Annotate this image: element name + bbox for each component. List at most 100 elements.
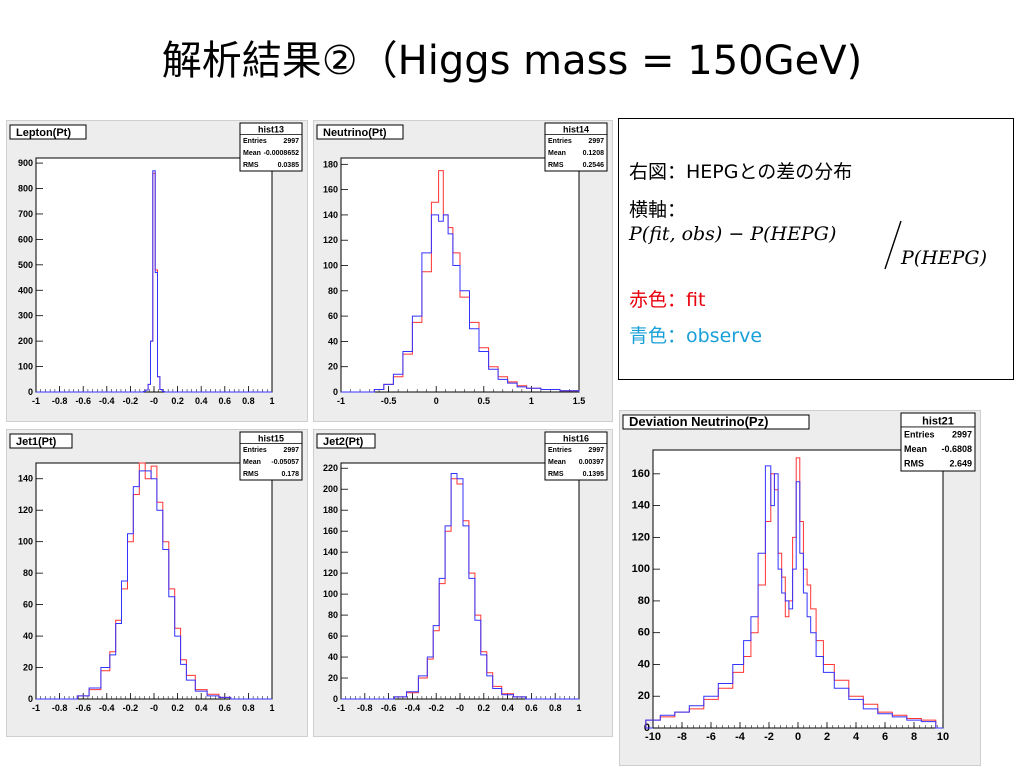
x-tick-label: 0.8 [242, 396, 255, 406]
x-tick-label: -0.4 [99, 396, 115, 406]
y-tick-label: 80 [638, 595, 650, 607]
x-tick-label: 0.8 [242, 703, 255, 713]
y-tick-label: 0 [28, 694, 33, 704]
y-tick-label: 120 [323, 568, 338, 578]
stats-value-rms: 0.178 [281, 471, 299, 478]
y-tick-label: 40 [23, 631, 33, 641]
stats-value-entries: 2997 [952, 429, 972, 439]
x-tick-label: -0 [456, 703, 464, 713]
chart-title: Neutrino(Pt) [323, 127, 387, 139]
x-tick-label: 0.2 [171, 703, 184, 713]
stats-box [544, 431, 608, 481]
chart-title: Deviation Neutrino(Pz) [629, 414, 768, 429]
x-tick-label: -10 [645, 731, 661, 743]
y-tick-label: 20 [328, 673, 338, 683]
stats-label-mean: Mean [243, 459, 261, 466]
series-line-observe [36, 470, 272, 700]
stats-label-entries: Entries [904, 429, 935, 439]
x-tick-label: -1 [32, 703, 40, 713]
chart-jet2-pt: Jet2(Pt) hist16 Entries 2997 Mean 0.00397 RMS 0… [316, 431, 608, 713]
x-tick-label: 4 [853, 731, 860, 743]
y-tick-label: 220 [323, 463, 338, 473]
stats-box [900, 412, 976, 472]
y-tick-label: 100 [632, 563, 650, 575]
y-tick-label: 140 [18, 474, 33, 484]
y-tick-label: 160 [323, 526, 338, 536]
y-tick-label: 0 [333, 387, 338, 397]
x-tick-label: -0.8 [357, 703, 373, 713]
y-tick-label: 60 [638, 627, 650, 639]
stats-label-rms: RMS [243, 471, 259, 478]
stats-value-rms: 2.649 [949, 458, 972, 468]
x-tick-label: -1 [337, 396, 345, 406]
legend-xaxis-label: 横軸： [629, 199, 687, 221]
x-tick-label: 1 [576, 703, 581, 713]
chart-title: Lepton(Pt) [16, 127, 71, 139]
y-tick-label: 400 [18, 285, 33, 295]
y-tick-label: 0 [333, 694, 338, 704]
legend-box: 右図：HEPGとの差の分布 横軸： P(fit, obs) − P(HEPG) … [618, 118, 1014, 380]
chart-lepton-pt: Lepton(Pt) hist13 Entries 2997 Mean -0.000865… [9, 122, 303, 406]
stats-value-rms: 0.1395 [583, 471, 605, 478]
y-tick-label: 20 [23, 663, 33, 673]
stats-value-entries: 2997 [588, 447, 604, 454]
plot-area [35, 462, 273, 700]
x-tick-label: 0.8 [549, 703, 562, 713]
y-tick-label: 20 [328, 362, 338, 372]
legend-description: 右図：HEPGとの差の分布 [629, 161, 853, 183]
chart-title-box [316, 124, 404, 140]
x-tick-label: -1 [32, 396, 40, 406]
y-tick-label: 60 [23, 600, 33, 610]
y-tick-label: 700 [18, 209, 33, 219]
x-tick-label: 6 [882, 731, 888, 743]
x-tick-label: 1 [269, 396, 274, 406]
plot-area [340, 462, 580, 700]
stats-value-entries: 2997 [283, 447, 299, 454]
chart-title-box [316, 433, 376, 449]
y-tick-label: 80 [23, 568, 33, 578]
stats-name: hist14 [563, 125, 589, 135]
stats-name: hist16 [563, 434, 589, 444]
y-tick-label: 120 [632, 531, 650, 543]
x-tick-label: -0.8 [52, 703, 68, 713]
legend-formula-denominator: P(HEPG) [901, 247, 988, 269]
x-tick-label: 0.4 [195, 703, 208, 713]
stats-name: hist13 [258, 125, 284, 135]
x-tick-label: 1 [269, 703, 274, 713]
stats-value-entries: 2997 [588, 138, 604, 145]
y-tick-label: 100 [323, 261, 338, 271]
y-tick-label: 60 [328, 631, 338, 641]
x-tick-label: -0.4 [99, 703, 115, 713]
y-tick-label: 100 [18, 362, 33, 372]
stats-value-mean: -0.0008652 [264, 150, 300, 157]
stats-value-mean: 0.1208 [583, 150, 605, 157]
x-tick-label: -6 [706, 731, 716, 743]
legend-observe-label: 青色：observe [629, 325, 763, 347]
y-tick-label: 80 [328, 610, 338, 620]
y-tick-label: 140 [323, 547, 338, 557]
y-tick-label: 40 [638, 658, 650, 670]
x-tick-label: -1 [337, 703, 345, 713]
chart-title-box [622, 414, 810, 430]
x-tick-label: -0.2 [123, 703, 139, 713]
y-tick-label: 900 [18, 158, 33, 168]
y-tick-label: 20 [638, 690, 650, 702]
series-line-observe [36, 170, 272, 393]
y-tick-label: 180 [323, 505, 338, 515]
x-tick-label: 0.6 [219, 703, 232, 713]
y-tick-label: 500 [18, 260, 33, 270]
x-tick-label: 8 [911, 731, 917, 743]
stats-value-mean: -0.05057 [271, 459, 299, 466]
stats-label-rms: RMS [243, 162, 259, 169]
y-tick-label: 80 [328, 286, 338, 296]
stats-value-mean: 0.00397 [579, 459, 604, 466]
x-tick-label: -0.2 [123, 396, 139, 406]
y-tick-label: 140 [632, 500, 650, 512]
y-tick-label: 200 [18, 336, 33, 346]
chart-title: Jet2(Pt) [323, 436, 364, 448]
x-tick-label: -0.6 [381, 703, 397, 713]
x-tick-label: -0.2 [428, 703, 444, 713]
y-tick-label: 100 [323, 589, 338, 599]
x-tick-label: 10 [937, 731, 949, 743]
